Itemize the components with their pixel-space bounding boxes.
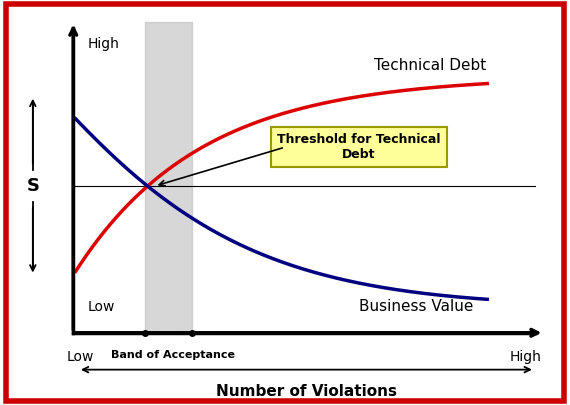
Text: High: High — [510, 350, 542, 364]
Text: Band of Acceptance: Band of Acceptance — [111, 350, 235, 360]
Text: Low: Low — [67, 350, 94, 364]
Text: Number of Violations: Number of Violations — [216, 384, 397, 399]
Text: Low: Low — [88, 300, 115, 314]
Text: High: High — [88, 37, 119, 51]
Text: Technical Debt: Technical Debt — [374, 58, 486, 73]
Text: Business Value: Business Value — [359, 298, 473, 313]
Text: S: S — [26, 177, 39, 195]
Text: Threshold for Technical
Debt: Threshold for Technical Debt — [277, 133, 441, 161]
